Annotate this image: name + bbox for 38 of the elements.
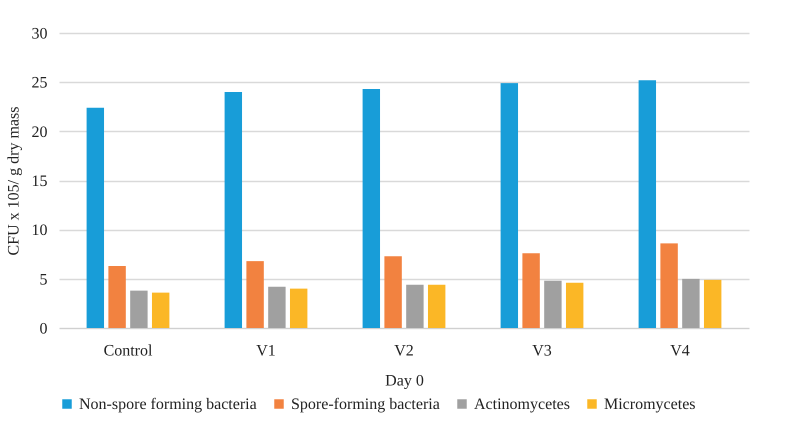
- bar: [566, 282, 584, 328]
- bar: [246, 261, 264, 328]
- y-tick-label: 30: [32, 26, 48, 42]
- y-tick-label: 20: [32, 124, 48, 141]
- y-tick-label: 5: [40, 271, 48, 288]
- bar: [290, 288, 308, 328]
- y-axis-title: CFU x 105/ g dry mass: [6, 106, 22, 256]
- bar: [108, 266, 126, 328]
- bar: [152, 292, 170, 328]
- x-tick-label: V1: [256, 342, 276, 360]
- legend-label: Spore-forming bacteria: [291, 396, 440, 413]
- legend-label: Micromycetes: [604, 396, 696, 413]
- bar: [638, 80, 656, 328]
- x-tick-label: V2: [394, 342, 414, 360]
- bar: [86, 108, 104, 328]
- x-tick-label: V4: [670, 342, 690, 360]
- bar: [544, 280, 562, 328]
- bar: [130, 290, 148, 328]
- bar: [704, 280, 722, 328]
- y-tick-label: 0: [40, 320, 48, 338]
- bar: [428, 284, 446, 328]
- bar: [406, 284, 424, 328]
- bar: [268, 286, 286, 328]
- x-tick-label: V3: [532, 342, 552, 360]
- y-tick-label: 15: [32, 173, 48, 190]
- bar: [660, 243, 678, 328]
- y-tick-label: 10: [32, 222, 48, 240]
- bar: [500, 83, 518, 328]
- bar: [522, 253, 540, 328]
- bar: [682, 278, 700, 328]
- bar: [224, 92, 242, 328]
- x-axis-title: Day 0: [385, 372, 424, 390]
- x-tick-label: Control: [104, 342, 153, 360]
- y-tick-label: 25: [32, 74, 48, 92]
- legend-label: Actinomycetes: [474, 396, 570, 413]
- bar: [384, 256, 402, 328]
- legend-label: Non-spore forming bacteria: [79, 396, 257, 413]
- bar: [362, 89, 380, 328]
